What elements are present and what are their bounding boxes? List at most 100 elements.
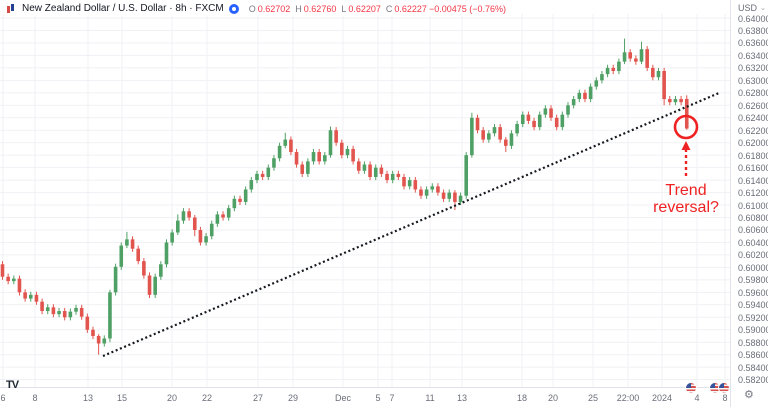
candle-body xyxy=(509,133,514,146)
candle-body xyxy=(159,264,163,277)
candle-body xyxy=(170,232,174,243)
candle-body xyxy=(605,67,610,75)
candle-body xyxy=(102,338,107,344)
high-value: 0.62760 xyxy=(303,3,337,14)
low-label: L xyxy=(341,3,347,14)
candle-body xyxy=(79,307,84,317)
candle-body xyxy=(424,189,429,196)
price-tick-label: 0.60600 xyxy=(738,225,768,236)
candle-body xyxy=(283,139,288,146)
time-tick-label: 29 xyxy=(287,393,299,403)
tradingview-logo[interactable]: TV xyxy=(6,379,19,391)
us-holiday-flag-icon[interactable] xyxy=(686,383,696,393)
candle-body xyxy=(487,133,491,140)
price-tick-label: 0.63000 xyxy=(738,75,768,86)
candle-body xyxy=(617,61,621,71)
time-tick-label: 25 xyxy=(587,393,599,403)
price-tick-label: 0.60400 xyxy=(738,237,768,248)
time-axis[interactable]: 6 8 13 15 20 22 27 29 Dec 5 7 11 13 18 20 25 22:00 2024 4 8 xyxy=(0,387,768,407)
ohlc-readout: O 0.62702 H 0.62760 L 0.62207 C 0.62227 −0.0… xyxy=(246,4,506,14)
price-tick-label: 0.62600 xyxy=(738,100,768,111)
change-value: −0.00475 (−0.76%) xyxy=(428,3,507,14)
candle-body xyxy=(566,105,570,115)
candle-body xyxy=(255,173,259,181)
candle-body xyxy=(130,239,135,249)
candle-body xyxy=(57,311,61,315)
price-tick-label: 0.61600 xyxy=(738,163,768,174)
candle-body xyxy=(356,161,361,171)
time-tick-label: 5 xyxy=(375,393,381,403)
candle-body xyxy=(62,311,67,318)
price-tick-label: 0.59800 xyxy=(738,275,768,286)
time-tick-label: 11 xyxy=(425,393,435,403)
candle-body xyxy=(51,307,56,315)
candle-body xyxy=(447,192,452,199)
candle-body xyxy=(108,292,112,339)
candle-body xyxy=(503,139,508,146)
price-tick-label: 0.60200 xyxy=(738,250,768,261)
candle-body xyxy=(351,148,355,162)
candle-body xyxy=(554,117,559,128)
us-holiday-flag-icon[interactable] xyxy=(710,383,720,393)
candle-body xyxy=(396,173,401,177)
time-tick-label: 2024 xyxy=(651,393,673,403)
price-tick-label: 0.59000 xyxy=(738,325,768,336)
axis-currency-label[interactable]: USD xyxy=(738,3,758,13)
candle-body xyxy=(34,294,39,302)
candle-body xyxy=(311,152,316,162)
price-tick-label: 0.62800 xyxy=(738,88,768,99)
candle-body xyxy=(164,242,169,265)
annotation-line2: reversal? xyxy=(653,199,719,216)
candle-body xyxy=(645,49,649,68)
candle-body xyxy=(651,67,655,78)
time-tick-label: 8 xyxy=(722,393,728,403)
candle-body xyxy=(560,114,565,128)
price-axis[interactable]: USD ⌄ 0.64000 0.63800 0.63600 0.63400 0.6320… xyxy=(730,0,768,407)
candle-body xyxy=(96,335,101,344)
time-tick-label: 22 xyxy=(201,393,213,403)
price-tick-label: 0.60000 xyxy=(738,262,768,273)
candle-body xyxy=(204,236,208,243)
time-tick-label: 4 xyxy=(694,393,700,403)
candle-body xyxy=(345,148,350,156)
candle-body xyxy=(192,217,197,230)
trend-reversal-annotation[interactable]: Trend reversal? xyxy=(653,182,719,216)
symbol-title[interactable]: New Zealand Dollar / U.S. Dollar · 8h · … xyxy=(22,3,224,14)
candle-body xyxy=(368,164,372,177)
candle-body xyxy=(600,74,604,81)
candle-body xyxy=(45,307,50,312)
candle-body xyxy=(68,311,73,318)
candle-body xyxy=(498,127,502,140)
open-value: 0.62702 xyxy=(257,3,291,14)
candle-body xyxy=(549,108,553,118)
time-tick-label: 13 xyxy=(456,393,468,403)
us-holiday-flag-icon[interactable] xyxy=(719,383,729,393)
candle-body xyxy=(684,98,689,129)
candle-body xyxy=(419,189,423,196)
symbol-header[interactable]: New Zealand Dollar / U.S. Dollar · 8h · … xyxy=(4,2,511,16)
candle-body xyxy=(407,180,412,187)
candle-body xyxy=(583,92,587,100)
candle-body xyxy=(543,108,548,115)
candle-body xyxy=(673,99,678,103)
price-tick-label: 0.63200 xyxy=(738,63,768,74)
candle-body xyxy=(323,155,327,162)
candle-body xyxy=(577,92,582,100)
candle-body xyxy=(215,214,220,224)
candle-body xyxy=(402,176,406,187)
candle-body xyxy=(12,278,16,282)
candle-body xyxy=(40,301,44,312)
candle-body xyxy=(28,294,33,299)
chevron-down-icon[interactable]: ⌄ xyxy=(760,5,766,12)
candle-body xyxy=(571,99,576,106)
candle-body xyxy=(232,198,237,209)
settings-gear-icon[interactable]: ⚙ xyxy=(744,389,754,401)
close-value: 0.62227 xyxy=(394,3,427,14)
candle-body xyxy=(153,276,157,295)
data-status-icon[interactable] xyxy=(228,3,239,14)
candle-body xyxy=(639,49,644,62)
time-tick-label: 6 xyxy=(0,393,6,403)
candle-body xyxy=(373,167,378,177)
candle-body xyxy=(266,167,271,177)
